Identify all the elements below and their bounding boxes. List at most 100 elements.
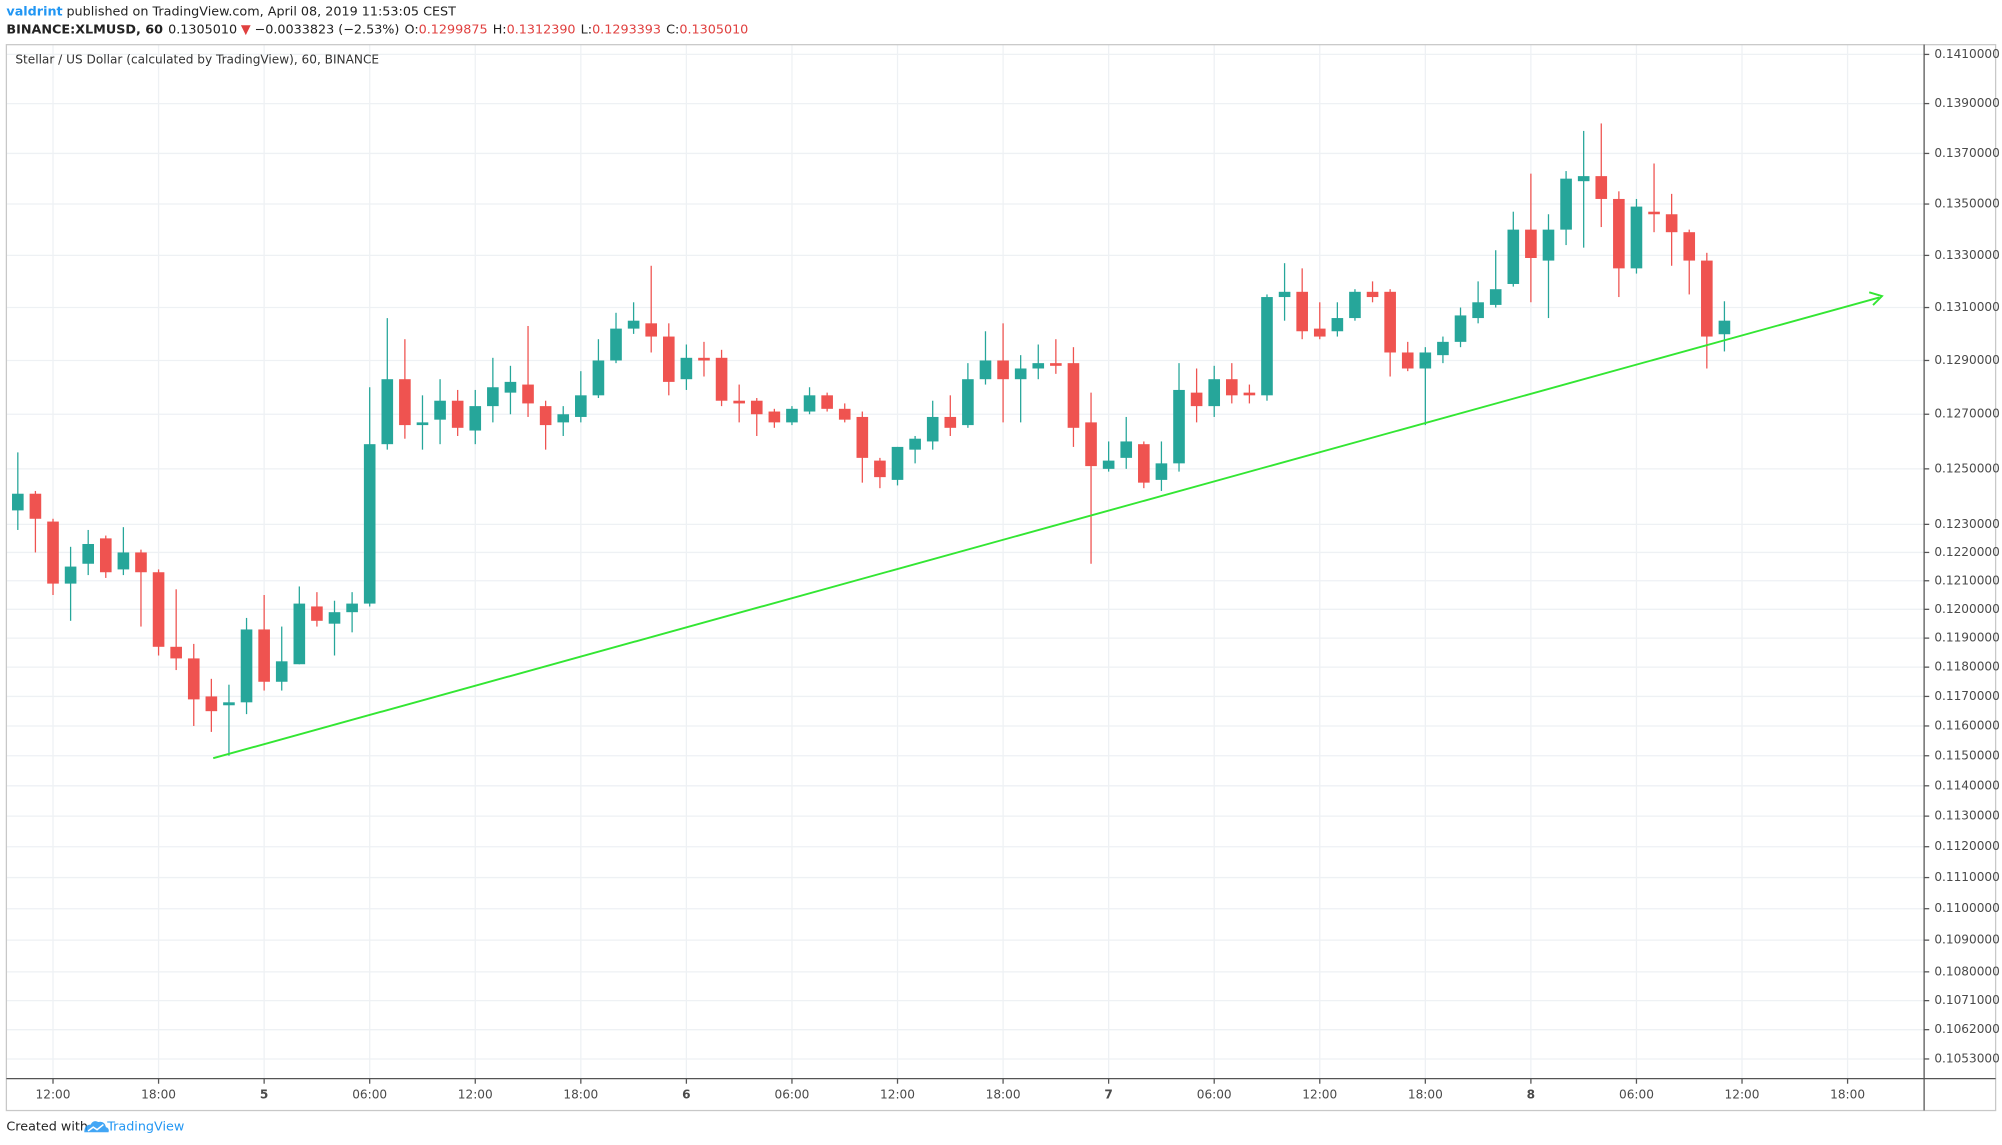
candle-body	[1155, 463, 1168, 480]
y-tick-label: 0.1390000	[1934, 96, 1999, 110]
candle-body	[1560, 178, 1572, 230]
x-tick-label: 18:00	[563, 1088, 598, 1102]
candle-body	[1050, 363, 1062, 366]
candle-body	[1472, 302, 1484, 319]
y-tick-label: 0.1170000	[1934, 689, 1999, 703]
candle-body	[469, 406, 482, 431]
candle-body	[170, 646, 182, 659]
candle-body	[82, 543, 95, 564]
candle-body	[1542, 229, 1555, 261]
candle-body	[786, 408, 798, 423]
candle-body	[768, 411, 781, 423]
close-label: C:	[666, 22, 679, 37]
chart-title: Stellar / US Dollar (calculated by Tradi…	[15, 52, 379, 66]
y-tick-label: 0.1350000	[1934, 197, 1999, 211]
labels: 0.1410000 0.1390000 0.1370000 0.1350000 0.13…	[36, 47, 2000, 1102]
candle-body	[1173, 389, 1185, 464]
x-tick-label: 18:00	[1830, 1088, 1865, 1102]
candle-body	[1718, 320, 1731, 335]
candle-body	[1630, 206, 1643, 269]
candle-body	[1208, 379, 1221, 407]
y-tick-label: 0.1080000	[1934, 964, 1999, 978]
candle-body	[575, 395, 587, 417]
footer-brand[interactable]: TradingView	[106, 1120, 184, 1135]
candle-body	[275, 661, 288, 682]
symbol: BINANCE:XLMUSD, 60	[6, 22, 163, 37]
candle-body	[135, 552, 147, 573]
candle-body	[522, 384, 534, 404]
candle-body	[117, 552, 130, 570]
y-tick-label: 0.1071000	[1934, 993, 1999, 1007]
candle-body	[399, 379, 411, 426]
candle-body	[698, 357, 710, 361]
y-tick-label: 0.1053000	[1934, 1051, 1999, 1065]
candle-body	[152, 572, 165, 647]
candle-body	[29, 493, 42, 519]
candle-body	[909, 438, 921, 450]
candle-body	[557, 414, 570, 423]
candle-body	[1595, 176, 1608, 199]
candle-body	[1454, 315, 1467, 342]
x-tick-label: 12:00	[36, 1088, 71, 1102]
y-tick-label: 0.1220000	[1934, 545, 1999, 559]
y-tick-label: 0.1140000	[1934, 778, 1999, 792]
y-tick-label: 0.1160000	[1934, 718, 1999, 732]
header-line-1: valdrint published on TradingView.com, Ap…	[6, 4, 456, 19]
candle-body	[328, 612, 341, 624]
author[interactable]: valdrint	[6, 4, 62, 19]
candle-body	[592, 360, 605, 396]
low-value: 0.1293393	[592, 22, 661, 37]
tv-logo	[84, 1121, 109, 1133]
candle-body	[645, 323, 658, 337]
candle-body	[1243, 392, 1256, 396]
candle-body	[610, 328, 622, 361]
x-tick-label: 06:00	[1619, 1088, 1654, 1102]
x-tick-label: 12:00	[1725, 1088, 1760, 1102]
y-tick-label: 0.1190000	[1934, 631, 1999, 645]
candle-body	[997, 360, 1009, 380]
open-value: 0.1299875	[419, 22, 488, 37]
candle-body	[293, 603, 306, 665]
grid	[6, 44, 1925, 1079]
x-tick-label: 18:00	[986, 1088, 1021, 1102]
candle-body	[1138, 444, 1150, 483]
candle-body	[416, 422, 429, 426]
y-tick-label: 0.1200000	[1934, 602, 1999, 616]
candle-body	[487, 387, 499, 407]
candle-body	[1296, 291, 1308, 332]
candle-body	[187, 658, 200, 700]
low-label: L:	[581, 22, 592, 37]
candle-body	[381, 379, 394, 445]
candle-body	[240, 629, 253, 703]
footer-created: Created with	[6, 1120, 88, 1135]
x-tick-label: 12:00	[880, 1088, 915, 1102]
y-tick-label: 0.1150000	[1934, 748, 1999, 762]
y-tick-label: 0.1330000	[1934, 248, 1999, 262]
open-label: O:	[405, 22, 419, 37]
candle-body	[1067, 363, 1080, 428]
high-label: H:	[493, 22, 507, 37]
y-tick-label: 0.1310000	[1934, 300, 1999, 314]
candle-body	[451, 400, 464, 428]
y-tick-label: 0.1290000	[1934, 353, 1999, 367]
trendline-arrow	[1868, 291, 1884, 306]
y-tick-label: 0.1100000	[1934, 901, 1999, 915]
candle-body	[733, 400, 745, 404]
candle-body	[1225, 379, 1238, 396]
header-line-2: BINANCE:XLMUSD, 60 0.1305010 ▼ −0.0033823 (…	[6, 22, 748, 37]
candle-body	[944, 416, 957, 428]
candle-body	[1701, 260, 1713, 337]
candle-body	[1032, 363, 1045, 369]
candle-body	[803, 395, 816, 412]
y-tick-label: 0.1180000	[1934, 660, 1999, 674]
published: published on TradingView.com, April 08, …	[66, 4, 456, 19]
candle-body	[223, 702, 235, 706]
candle-body	[258, 629, 270, 682]
candle-body	[662, 336, 675, 382]
candle-body	[891, 446, 904, 480]
candle-body	[1366, 291, 1379, 298]
candle-body	[1349, 291, 1361, 319]
